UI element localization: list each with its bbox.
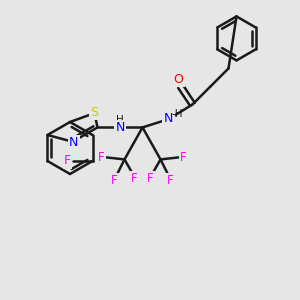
Text: S: S [90,106,98,118]
Text: -H: -H [172,110,183,119]
Text: F: F [147,172,154,185]
Text: F: F [111,174,118,187]
Text: F: F [167,174,174,187]
Text: F: F [180,151,187,164]
Text: F: F [131,172,138,185]
Text: N: N [164,112,173,125]
Text: F: F [98,151,105,164]
Text: F: F [64,154,71,167]
Text: N: N [69,136,78,149]
Text: O: O [174,73,184,86]
Text: N: N [115,121,125,134]
Text: H: H [116,116,124,125]
